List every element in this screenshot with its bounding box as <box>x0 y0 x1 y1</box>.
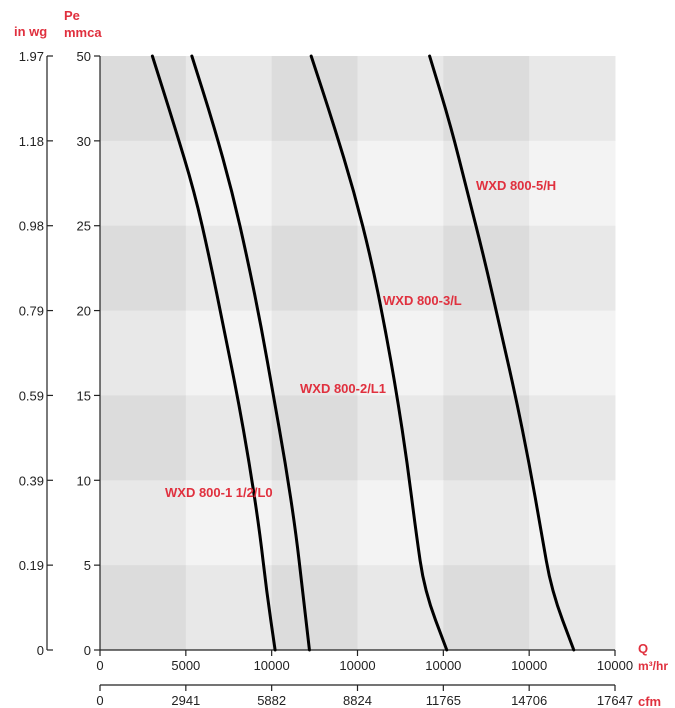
background-band <box>357 140 444 227</box>
chart-curves <box>150 54 576 652</box>
background-band <box>357 565 444 651</box>
background-band <box>443 310 530 396</box>
series-label: WXD 800-2/L1 <box>300 381 386 396</box>
background-band <box>271 310 358 396</box>
x-tick-label: 10000 <box>339 658 375 673</box>
chart-background <box>100 56 616 651</box>
background-band <box>443 480 530 566</box>
background-band <box>529 395 616 481</box>
cfm-unit-label: cfm <box>638 694 661 708</box>
background-band <box>185 395 273 481</box>
inwg-tick-label: 0.59 <box>19 388 44 403</box>
inwg-tick-label: 0.79 <box>19 304 44 319</box>
y-tick-label: 50 <box>77 49 91 64</box>
inwg-unit-label: in wg <box>14 24 47 39</box>
inwg-tick-label: 1.97 <box>19 49 44 64</box>
background-band <box>357 310 444 396</box>
background-band <box>185 56 273 142</box>
y-tick-label: 15 <box>77 388 91 403</box>
q-symbol-label: Q <box>638 641 648 656</box>
cfm-tick-label: 5882 <box>257 693 286 708</box>
cfm-tick-label: 11765 <box>426 693 461 708</box>
background-band <box>529 56 616 142</box>
inwg-tick-label: 0.19 <box>19 558 44 573</box>
series-label: WXD 800-3/L <box>383 293 462 308</box>
inwg-tick-label: 0.39 <box>19 473 44 488</box>
series-curve <box>150 54 277 652</box>
background-band <box>529 225 616 312</box>
m3hr-unit-label: m³/hr <box>638 659 668 673</box>
background-band <box>271 480 358 566</box>
series-label: WXD 800-5/H <box>476 178 556 193</box>
x-tick-label: 10000 <box>511 658 547 673</box>
y-tick-label: 10 <box>77 473 91 488</box>
background-band <box>357 395 444 481</box>
y-tick-label: 30 <box>77 134 91 149</box>
chart-labels: WXD 800-1 1/2/L0 WXD 800-2/L1 WXD 800-3/L W… <box>165 178 556 500</box>
background-band <box>185 565 273 651</box>
series-curve <box>428 54 576 652</box>
cfm-tick-label: 8824 <box>343 693 372 708</box>
background-band <box>529 310 616 396</box>
cfm-tick-label: 14706 <box>511 693 547 708</box>
y-tick-label: 20 <box>77 304 91 319</box>
background-band <box>529 565 616 651</box>
background-band <box>357 480 444 566</box>
mmca-unit-label: mmca <box>64 25 102 40</box>
x-tick-label: 0 <box>96 658 103 673</box>
cfm-tick-label: 2941 <box>171 693 200 708</box>
background-band <box>443 56 530 142</box>
chart-axes: 0050.19100.39150.59200.79250.98301.18501… <box>19 49 633 708</box>
background-band <box>443 395 530 481</box>
background-band <box>100 565 187 651</box>
background-band <box>271 565 358 651</box>
cfm-tick-label: 17647 <box>597 693 633 708</box>
background-band <box>100 225 187 312</box>
background-band <box>100 140 187 227</box>
x-tick-label: 10000 <box>425 658 461 673</box>
inwg-tick-label: 0.98 <box>19 219 44 234</box>
background-band <box>185 225 273 312</box>
background-band <box>100 395 187 481</box>
background-band <box>357 56 444 142</box>
x-tick-label: 10000 <box>597 658 633 673</box>
x-tick-label: 5000 <box>171 658 200 673</box>
background-band <box>100 310 187 396</box>
series-curve <box>309 54 449 652</box>
y-tick-label: 0 <box>84 643 91 658</box>
background-band <box>529 140 616 227</box>
background-band <box>271 140 358 227</box>
background-band <box>443 565 530 651</box>
cfm-tick-label: 0 <box>96 693 103 708</box>
background-band <box>529 480 616 566</box>
background-band <box>100 480 187 566</box>
series-label: WXD 800-1 1/2/L0 <box>165 485 273 500</box>
y-tick-label: 25 <box>77 219 91 234</box>
y-tick-label: 5 <box>84 558 91 573</box>
inwg-tick-label: 1.18 <box>19 134 44 149</box>
background-band <box>100 56 187 142</box>
series-curve <box>190 54 311 652</box>
inwg-tick-label: 0 <box>37 643 44 658</box>
background-band <box>271 225 358 312</box>
x-tick-label: 10000 <box>254 658 290 673</box>
pe-symbol-label: Pe <box>64 8 80 23</box>
